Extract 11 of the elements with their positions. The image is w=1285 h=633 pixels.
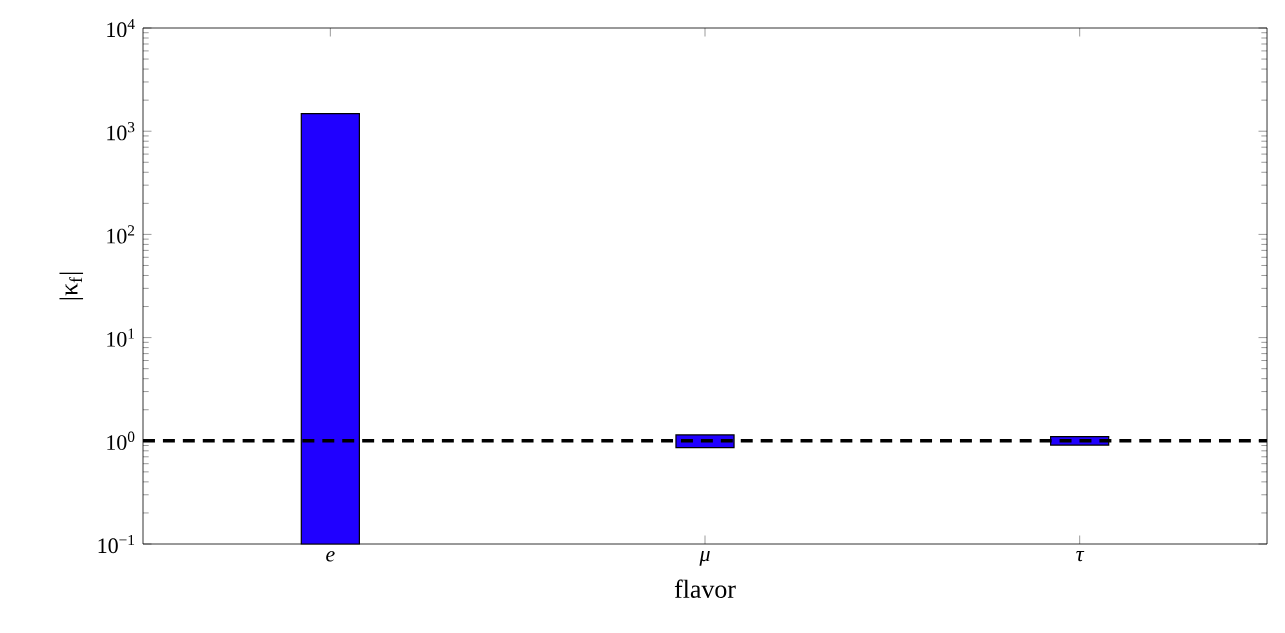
y-tick-label: 10$^{−1}$	[98, 534, 135, 554]
x-tick-label: μ	[699, 551, 710, 566]
y-tick-label: 10$^{0}$	[107, 431, 135, 450]
y-tick-label: 10$^{3}$	[107, 122, 135, 141]
x-axis-title: flavor	[674, 579, 736, 598]
y-tick-label: 10$^{2}$	[107, 225, 135, 244]
y-tick-label: 10$^{1}$	[107, 328, 135, 347]
y-axis-title: |κ$_{f}$|	[59, 272, 84, 300]
y-tick-label: 10$^{4}$	[107, 18, 135, 38]
x-tick-label: τ	[1076, 551, 1085, 562]
x-tick-label: e	[326, 551, 335, 562]
